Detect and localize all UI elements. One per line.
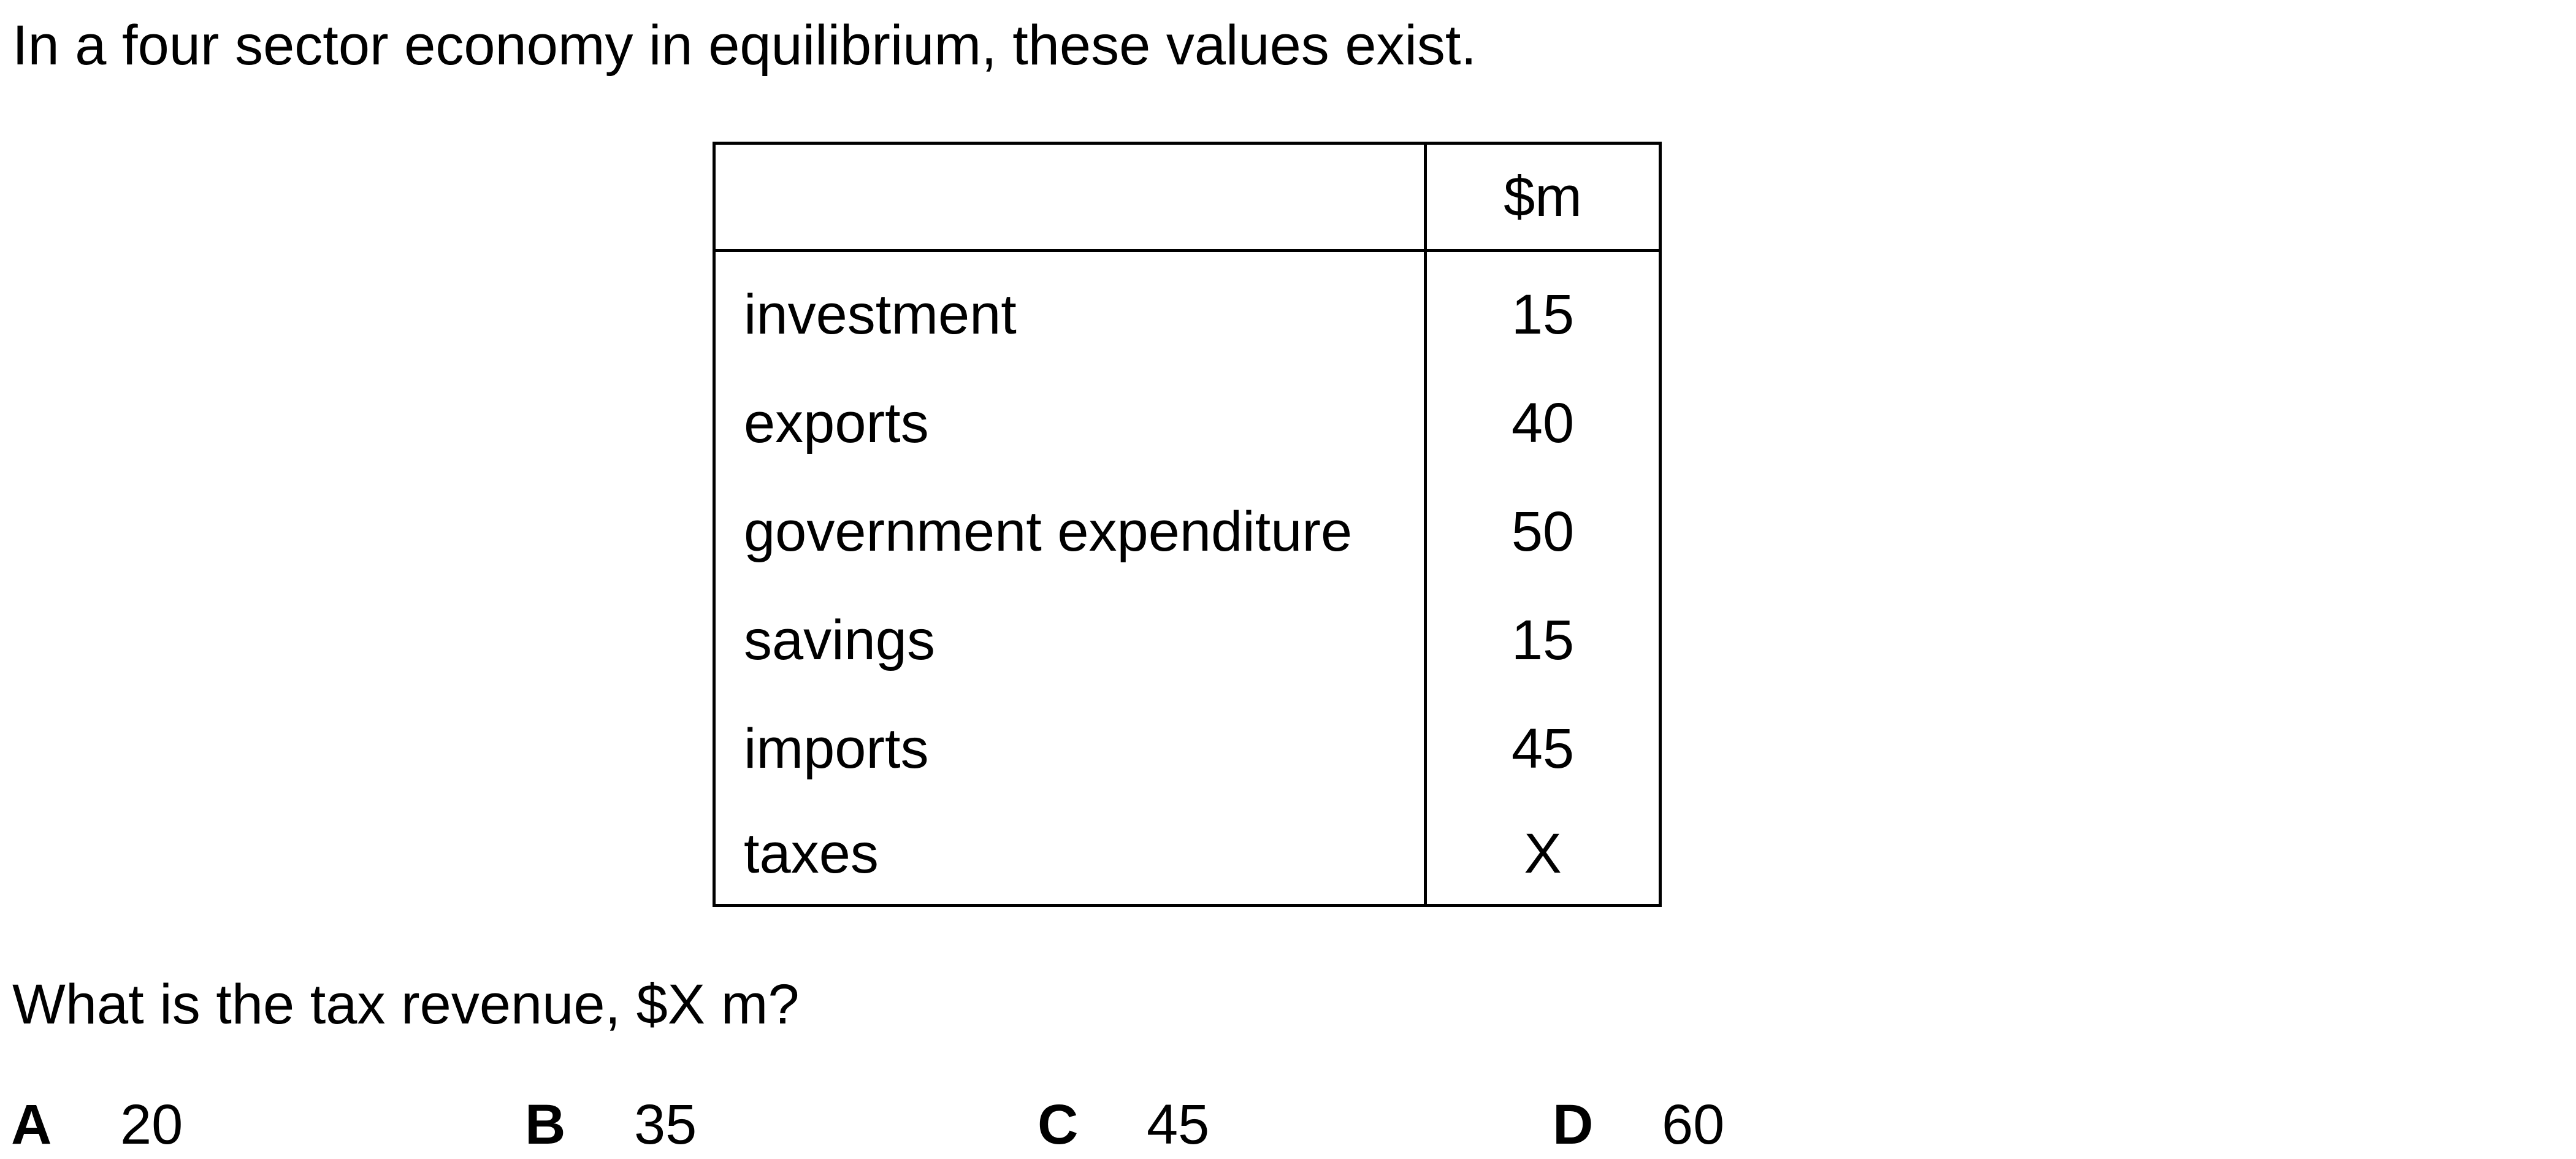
row-value-government-expenditure: 50 <box>1424 478 1662 586</box>
option-d[interactable]: D 60 <box>1553 1090 1724 1159</box>
row-value-imports: 45 <box>1424 695 1662 803</box>
option-letter: C <box>1038 1093 1079 1156</box>
option-c[interactable]: C 45 <box>1038 1090 1209 1159</box>
table-row: imports 45 <box>713 695 1662 803</box>
row-value-exports: 40 <box>1424 369 1662 478</box>
option-letter: B <box>525 1093 566 1156</box>
intro-text: In a four sector economy in equilibrium,… <box>12 14 1477 77</box>
table-header-unit: $m <box>1424 142 1662 252</box>
table-row: taxes X <box>713 803 1662 907</box>
table-row: government expenditure 50 <box>713 478 1662 586</box>
option-b[interactable]: B 35 <box>525 1090 697 1159</box>
option-letter: A <box>11 1093 52 1156</box>
row-label-taxes: taxes <box>713 803 1427 907</box>
answer-options: A 20 B 35 C 45 D 60 <box>11 1090 1851 1159</box>
option-value: 60 <box>1662 1093 1725 1156</box>
row-label-imports: imports <box>713 695 1427 803</box>
values-table: $m investment 15 exports 40 government e… <box>713 142 1662 907</box>
row-value-taxes: X <box>1424 803 1662 907</box>
question-text: What is the tax revenue, $X m? <box>12 973 800 1036</box>
table-row: investment 15 <box>713 250 1662 369</box>
option-a[interactable]: A 20 <box>11 1090 183 1159</box>
table-row: exports 40 <box>713 369 1662 478</box>
row-label-exports: exports <box>713 369 1427 478</box>
row-value-investment: 15 <box>1424 250 1662 369</box>
option-letter: D <box>1553 1093 1594 1156</box>
row-label-savings: savings <box>713 586 1427 695</box>
row-label-investment: investment <box>713 250 1427 369</box>
table-header-row: $m <box>713 142 1662 252</box>
option-value: 35 <box>634 1093 697 1156</box>
option-value: 45 <box>1147 1093 1210 1156</box>
table-header-label <box>713 142 1427 252</box>
row-label-government-expenditure: government expenditure <box>713 478 1427 586</box>
row-value-savings: 15 <box>1424 586 1662 695</box>
option-value: 20 <box>120 1093 183 1156</box>
table-row: savings 15 <box>713 586 1662 695</box>
